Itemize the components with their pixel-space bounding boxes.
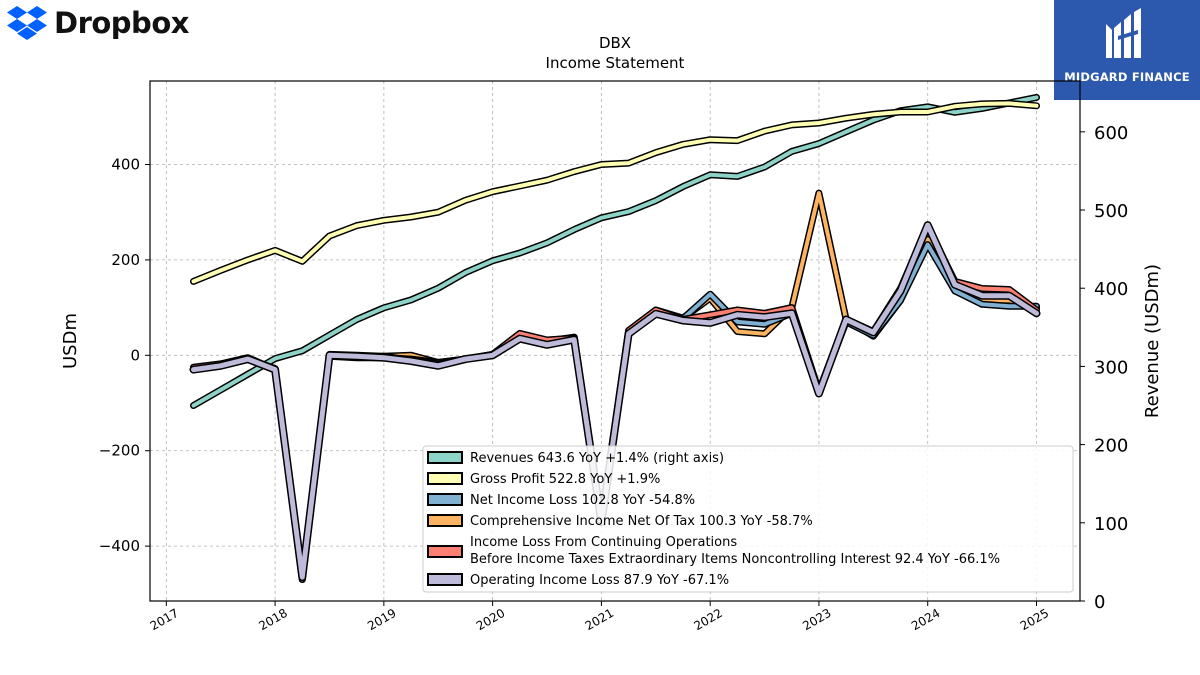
x-tick-label: 2019 xyxy=(365,606,398,633)
right-y-tick-label: 500 xyxy=(1094,201,1128,222)
legend: Revenues 643.6 YoY +1.4% (right axis) Gr… xyxy=(422,445,1074,593)
left-y-tick-label: 0 xyxy=(130,346,140,364)
legend-label-income-before-taxes-line1: Income Loss From Continuing Operations xyxy=(470,535,737,550)
left-y-tick-label: 400 xyxy=(111,155,140,173)
x-tick-label: 2023 xyxy=(800,606,833,633)
legend-swatch-operating-income-loss xyxy=(427,573,463,586)
legend-label-operating-income-loss: Operating Income Loss 87.9 YoY -67.1% xyxy=(470,573,729,588)
right-y-tick-label: 400 xyxy=(1094,279,1128,300)
x-tick-label: 2021 xyxy=(583,606,616,633)
legend-label-gross-profit: Gross Profit 522.8 YoY +1.9% xyxy=(470,472,660,487)
legend-swatch-gross-profit xyxy=(427,472,463,485)
right-y-tick-label: 100 xyxy=(1094,514,1128,535)
x-tick-label: 2022 xyxy=(691,606,724,633)
x-tick-label: 2024 xyxy=(909,606,942,633)
x-tick-label: 2018 xyxy=(256,606,289,633)
series-line-operating-income-loss xyxy=(191,222,1039,580)
right-axis: 0 100 200 300 400 500 600 xyxy=(1080,123,1128,613)
plot-frame xyxy=(149,80,1081,602)
series-line-gross-profit xyxy=(191,101,1039,284)
dropbox-icon xyxy=(7,6,47,40)
right-y-tick-label: 600 xyxy=(1094,123,1128,144)
left-y-tick-label: −200 xyxy=(99,442,140,460)
left-axis: −400 −200 0 200 400 xyxy=(99,155,150,555)
legend-label-income-before-taxes-line2: Before Income Taxes Extraordinary Items … xyxy=(470,552,1000,567)
legend-label-comprehensive-income: Comprehensive Income Net Of Tax 100.3 Yo… xyxy=(470,514,813,529)
series-lines xyxy=(189,93,1041,583)
legend-label-revenues: Revenues 643.6 YoY +1.4% (right axis) xyxy=(470,451,724,466)
legend-swatch-net-income-loss xyxy=(427,493,463,506)
legend-box xyxy=(422,445,1074,593)
series-outline-revenues xyxy=(190,93,1040,409)
dropbox-logo: Dropbox xyxy=(6,5,189,41)
legend-swatch-income-before-taxes xyxy=(427,545,463,558)
left-y-tick-label: −400 xyxy=(99,537,140,555)
chart-subtitle: Income Statement xyxy=(546,54,685,72)
x-tick-label: 2017 xyxy=(148,606,181,633)
series-outline-gross-profit xyxy=(190,99,1040,285)
left-y-tick-label: 200 xyxy=(111,251,140,269)
right-y-tick-label: 0 xyxy=(1094,592,1105,613)
midgard-finance-logo: MIDGARD FINANCE xyxy=(1054,0,1200,100)
x-tick-label: 2020 xyxy=(474,606,507,633)
legend-swatch-comprehensive-income xyxy=(427,514,463,527)
chart-title: DBX xyxy=(599,34,631,52)
legend-label-net-income-loss: Net Income Loss 102.8 YoY -54.8% xyxy=(470,493,695,508)
x-tick-label: 2025 xyxy=(1018,606,1051,633)
right-axis-label: Revenue (USDm) xyxy=(1142,264,1163,418)
right-y-tick-label: 200 xyxy=(1094,436,1128,457)
midgard-emblem-icon xyxy=(1106,8,1141,58)
right-y-tick-label: 300 xyxy=(1094,357,1128,378)
legend-swatch-revenues xyxy=(427,451,463,464)
midgard-logo-text: MIDGARD FINANCE xyxy=(1064,70,1190,84)
dropbox-wordmark: Dropbox xyxy=(54,6,189,40)
left-axis-label: USDm xyxy=(60,313,81,369)
series-line-revenues xyxy=(191,95,1039,408)
x-axis: 2017 2018 2019 2020 2021 2022 2023 2024 2025 xyxy=(148,601,1051,633)
